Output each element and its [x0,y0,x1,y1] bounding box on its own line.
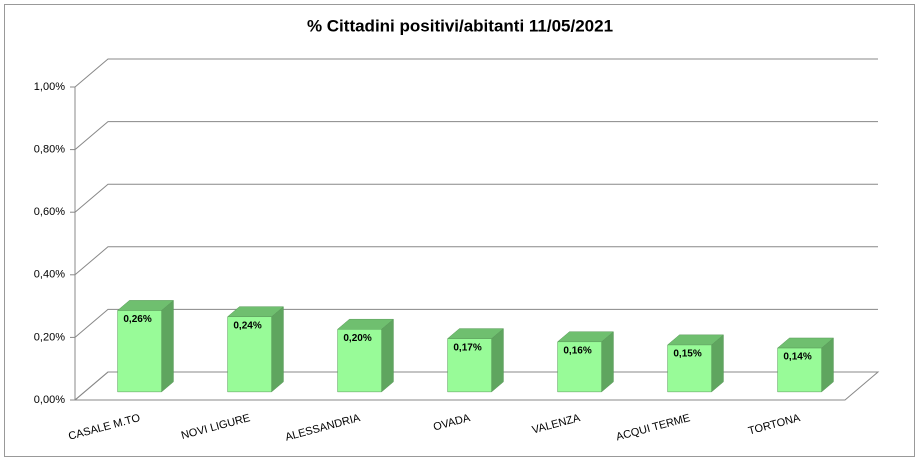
bar-side [601,331,614,393]
value-label: 0,26% [123,314,151,325]
grid-line [74,121,878,150]
bar [776,337,835,393]
bar [336,318,395,393]
y-tick-label: 0,40% [34,269,65,281]
bar [556,331,615,393]
bar-front [777,347,822,393]
grid-line [74,183,878,213]
bar-front [557,341,602,393]
value-label: 0,14% [783,352,811,363]
bar-side [381,318,394,393]
grid-line [74,58,878,88]
value-label: 0,16% [563,345,591,356]
y-tick-label: 0,00% [34,394,65,406]
y-tick-label: 0,60% [34,206,65,218]
bar [446,328,505,393]
bar [226,306,285,393]
bar-front [227,316,272,393]
value-label: 0,20% [343,333,371,344]
bar-side [271,306,284,393]
y-tick-label: 1,00% [34,81,65,93]
grid-line [74,308,878,338]
grid-line [74,246,878,276]
value-label: 0,15% [673,349,701,360]
value-label: 0,24% [233,320,261,331]
value-label: 0,17% [453,342,481,353]
bar-front [447,338,492,393]
y-tick-label: 0,80% [34,144,65,156]
bar-side [491,328,504,393]
bar-front [337,329,382,393]
chart-title: % Cittadini positivi/abitanti 11/05/2021 [307,16,613,35]
bar-front [117,310,162,393]
bar-front [667,344,712,393]
bar-side [161,299,174,393]
bar [666,334,725,393]
grid-line [74,371,878,401]
bar [116,299,175,393]
y-tick-label: 0,20% [34,331,65,343]
